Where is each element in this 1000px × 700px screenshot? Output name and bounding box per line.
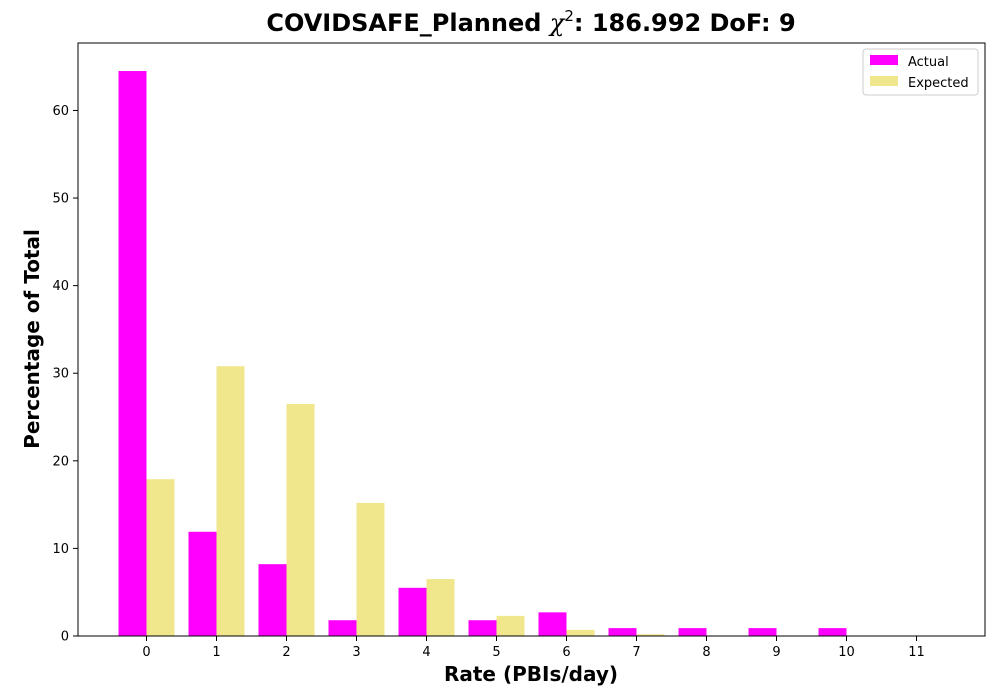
bar-actual-6 [538, 612, 567, 636]
bar-actual-1 [188, 531, 217, 636]
x-axis-title: Rate (PBIs/day) [444, 662, 618, 686]
y-tick-label: 30 [52, 367, 69, 382]
bar-actual-10 [818, 628, 847, 636]
x-tick-label: 3 [352, 645, 360, 660]
bar-expected-6 [566, 629, 595, 636]
y-tick-label: 20 [52, 454, 69, 469]
bar-actual-9 [748, 628, 777, 636]
y-axis-title: Percentage of Total [20, 229, 44, 449]
y-tick-label: 10 [52, 542, 69, 557]
bar-actual-3 [328, 620, 357, 636]
bar-actual-8 [678, 628, 707, 636]
bar-actual-0 [118, 71, 147, 636]
bars-group [118, 71, 847, 636]
bar-expected-3 [356, 502, 385, 636]
bar-expected-4 [426, 579, 455, 636]
x-tick-label: 5 [492, 645, 500, 660]
bar-actual-7 [608, 628, 637, 636]
y-tick-label: 60 [52, 104, 69, 119]
bar-expected-1 [216, 366, 245, 636]
chart-title: COVIDSAFE_Planned χ2: 186.992 DoF: 9 [266, 7, 795, 37]
bar-actual-4 [398, 587, 427, 636]
bar-expected-5 [496, 615, 525, 636]
ticks-group: 0 1 2 3 4 5 6 7 8 9 10 11 0 10 20 30 40 50 60 [52, 104, 924, 660]
plot-frame [77, 42, 986, 637]
legend-swatch-expected [870, 76, 898, 86]
x-tick-label: 7 [632, 645, 640, 660]
legend-label-actual: Actual [908, 55, 949, 70]
x-tick-label: 4 [422, 645, 430, 660]
x-tick-label: 9 [772, 645, 780, 660]
bar-actual-2 [258, 564, 287, 636]
x-tick-label: 8 [702, 645, 710, 660]
x-tick-label: 1 [212, 645, 220, 660]
y-tick-label: 0 [61, 630, 69, 645]
bar-expected-7 [636, 634, 665, 636]
legend-label-expected: Expected [908, 76, 969, 91]
legend: Actual Expected [862, 48, 979, 96]
x-tick-label: 2 [282, 645, 290, 660]
x-tick-label: 10 [838, 645, 855, 660]
bar-actual-5 [468, 620, 497, 636]
bar-expected-2 [286, 403, 315, 636]
y-tick-label: 50 [52, 192, 69, 207]
legend-swatch-actual [870, 55, 898, 65]
x-tick-label: 11 [908, 645, 925, 660]
y-tick-label: 40 [52, 279, 69, 294]
x-tick-label: 6 [562, 645, 570, 660]
x-tick-label: 0 [142, 645, 150, 660]
bar-expected-0 [146, 479, 175, 636]
